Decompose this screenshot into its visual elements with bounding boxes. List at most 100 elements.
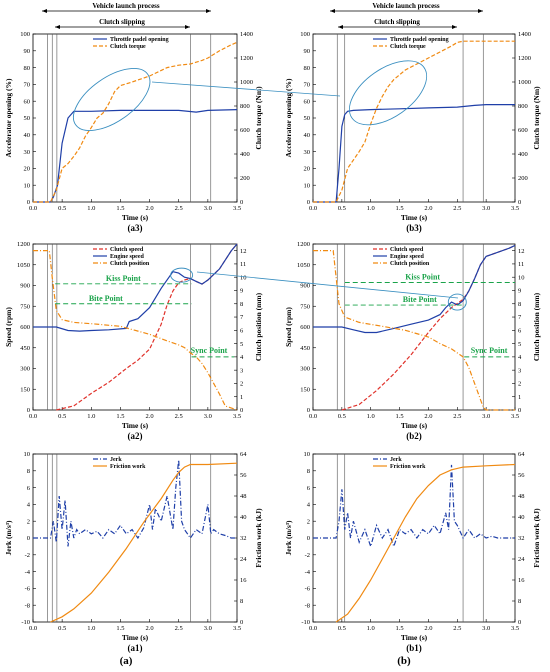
series-line: [33, 250, 238, 411]
y2-tick-label: 2: [518, 381, 521, 388]
y2-tick-label: 1000: [240, 79, 253, 86]
y-tick-label: 30: [24, 149, 31, 156]
x-tick-label: 2.0: [424, 413, 432, 420]
y2-tick-label: 5: [240, 341, 243, 348]
legend-label: Clutch position: [110, 261, 150, 267]
y-tick-label: 10: [304, 451, 311, 458]
x-tick-label: 2.5: [453, 205, 461, 212]
x-tick-label: 1.5: [116, 413, 124, 420]
y-tick-label: -6: [305, 586, 311, 593]
series-line: [313, 250, 515, 411]
y-tick-label: 150: [20, 386, 30, 393]
x-tick-label: 3.0: [204, 205, 212, 212]
x-tick-label: 0.0: [29, 205, 37, 212]
y-tick-label: 150: [300, 386, 310, 393]
legend-label: Engine speed: [110, 254, 145, 260]
y2-tick-label: 600: [240, 127, 250, 134]
highlight-ellipse: [447, 293, 467, 311]
x-tick-label: 1.0: [367, 413, 375, 420]
y-axis-label: Accelerator opening (%): [4, 78, 13, 158]
y-axis-label: Jerk (m/s³): [4, 520, 13, 555]
x-tick-label: 3.0: [482, 413, 490, 420]
y-tick-label: -10: [301, 619, 310, 626]
y2-tick-label: 7: [240, 314, 244, 321]
bite-point-label: Bite Point: [403, 295, 437, 304]
y2-tick-label: 800: [518, 103, 528, 110]
y2-tick-label: 4: [518, 354, 522, 361]
y-tick-label: 2: [307, 518, 310, 525]
series-line: [33, 243, 238, 332]
legend-label: Friction work: [110, 464, 146, 470]
y2-tick-label: 1: [518, 394, 521, 401]
x-tick-label: 0.5: [338, 625, 346, 632]
y2-tick-label: 12: [240, 248, 247, 255]
bite-point-label: Bite Point: [89, 294, 123, 303]
y2-axis-label: Friction work (kJ): [532, 508, 541, 568]
legend-label: Friction work: [390, 464, 426, 470]
y-tick-label: 300: [300, 366, 310, 373]
y2-tick-label: 1400: [518, 31, 531, 38]
legend-label: Jerk: [390, 457, 402, 463]
panel-subtitle: (b2): [406, 431, 422, 441]
y-tick-label: -8: [25, 602, 30, 609]
x-tick-label: 2.0: [424, 205, 432, 212]
y2-tick-label: 200: [518, 175, 528, 182]
y2-tick-label: 40: [240, 514, 247, 521]
series-line: [313, 464, 515, 549]
plot-frame: [32, 453, 238, 623]
legend-label: Clutch position: [390, 261, 430, 267]
y2-tick-label: 4: [240, 354, 244, 361]
y2-tick-label: 48: [518, 493, 525, 500]
y2-tick-label: 1400: [240, 31, 253, 38]
x-tick-label: 0.5: [338, 413, 346, 420]
highlight-ellipse: [73, 68, 151, 131]
plot-frame: [32, 33, 238, 203]
y-tick-label: 70: [24, 82, 31, 89]
x-axis-label: Time (s): [122, 421, 149, 430]
y-tick-label: 90: [304, 48, 311, 55]
panel-subtitle: (b3): [406, 223, 422, 233]
y2-tick-label: 32: [518, 535, 525, 542]
x-tick-label: 2.0: [146, 413, 154, 420]
y-tick-label: 750: [20, 303, 30, 310]
x-tick-label: 1.5: [396, 413, 404, 420]
panel-subtitle: (a2): [128, 431, 143, 441]
y-tick-label: -6: [25, 586, 31, 593]
y-tick-label: 50: [24, 115, 31, 122]
panel-b2: 0.0 0.5 1.0 1.5 2.0 2.5 3.0 3.50150300450600750…: [284, 241, 541, 441]
y-tick-label: 60: [304, 98, 311, 105]
legend-label: Clutch torque: [110, 44, 146, 50]
y-tick-label: 2: [27, 518, 30, 525]
y-tick-label: 70: [304, 82, 311, 89]
x-tick-label: 2.0: [424, 625, 432, 632]
x-tick-label: 3.5: [233, 205, 241, 212]
x-tick-label: 2.5: [175, 413, 183, 420]
legend-label: Throttle padel opening: [110, 37, 169, 43]
x-tick-label: 3.5: [233, 413, 241, 420]
x-tick-label: 1.5: [116, 205, 124, 212]
launch-annotation-right: Vehicle launch process: [330, 2, 483, 13]
connector-top: [151, 81, 341, 97]
panel-b3: 0.0 0.5 1.0 1.5 2.0 2.5 3.0 3.50102030405060708…: [284, 31, 541, 233]
y2-tick-label: 24: [518, 556, 525, 563]
legend-label: Clutch speed: [390, 247, 424, 253]
y-tick-label: -2: [305, 552, 310, 559]
y-tick-label: 4: [307, 502, 311, 509]
x-tick-label: 3.5: [511, 625, 519, 632]
connector-mid: [196, 271, 459, 299]
launch-label-left: Vehicle launch process: [92, 2, 160, 10]
y-tick-label: -4: [25, 569, 31, 576]
y-tick-label: 1200: [297, 241, 310, 248]
y2-tick-label: 10: [240, 274, 247, 281]
sync-point-label: Sync Point: [191, 346, 228, 355]
y-tick-label: -4: [305, 569, 311, 576]
y2-tick-label: 56: [240, 472, 247, 479]
x-tick-label: 2.0: [146, 205, 154, 212]
x-tick-label: 3.5: [233, 625, 241, 632]
legend-label: Clutch torque: [390, 44, 426, 50]
y-tick-label: 20: [304, 166, 311, 173]
panel-subtitle: (a1): [128, 643, 143, 653]
x-tick-label: 3.0: [482, 625, 490, 632]
y-axis-label: Accelerator opening (%): [284, 78, 293, 158]
